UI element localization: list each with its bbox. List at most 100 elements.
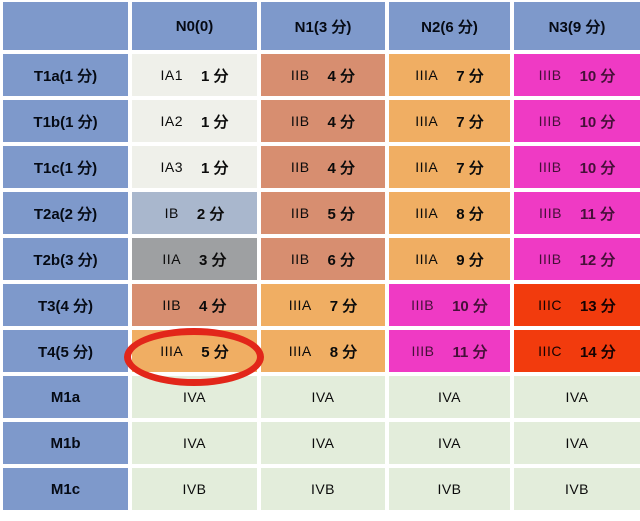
score-label: 5 分 <box>201 343 229 361</box>
cell-m1a-n3: IVA <box>514 376 640 418</box>
stage-label: IVA <box>437 389 462 405</box>
stage-label: IVA <box>437 435 462 451</box>
cell-t2b-n0: IIA 3 分 <box>132 238 257 280</box>
cell-m1c-n1: IVB <box>261 468 385 510</box>
stage-label: IIB <box>290 159 310 175</box>
score-label: 11 分 <box>579 205 616 223</box>
row-header-t4: T4(5 分) <box>3 330 128 372</box>
score-label: 10 分 <box>579 113 616 131</box>
score-label: 12 分 <box>579 251 616 269</box>
stage-label: IIIB <box>538 251 562 267</box>
score-label: 1 分 <box>201 67 229 85</box>
stage-label: IVA <box>182 389 207 405</box>
score-label: 13 分 <box>579 297 616 315</box>
cell-t3-n2: IIIB 10 分 <box>389 284 510 326</box>
score-label: 1 分 <box>201 159 229 177</box>
corner-cell <box>3 2 128 50</box>
cell-t1b-n3: IIIB 10 分 <box>514 100 640 142</box>
stage-label: IA2 <box>160 113 183 129</box>
cell-t1b-n0: IA2 1 分 <box>132 100 257 142</box>
score-label: 7 分 <box>456 113 484 131</box>
stage-label: IIA <box>162 251 182 267</box>
stage-label: IIIA <box>288 343 312 359</box>
row-header-t1c: T1c(1 分) <box>3 146 128 188</box>
stage-label: IIB <box>290 113 310 129</box>
score-label: 7 分 <box>329 297 358 315</box>
cell-m1c-n2: IVB <box>389 468 510 510</box>
score-label: 8 分 <box>456 205 484 223</box>
cell-t1c-n0: IA3 1 分 <box>132 146 257 188</box>
cell-t4-n3: IIIC 14 分 <box>514 330 640 372</box>
stage-label: IIB <box>162 297 182 313</box>
score-label: 11 分 <box>452 343 488 361</box>
cell-t2a-n0: IB 2 分 <box>132 192 257 234</box>
cell-t1a-n0: IA1 1 分 <box>132 54 257 96</box>
cell-m1c-n0: IVB <box>132 468 257 510</box>
cell-m1c-n3: IVB <box>514 468 640 510</box>
score-label: 8 分 <box>329 343 358 361</box>
cell-t1a-n3: IIIB 10 分 <box>514 54 640 96</box>
stage-label: IVB <box>310 481 336 497</box>
cell-m1a-n1: IVA <box>261 376 385 418</box>
cell-t1c-n1: IIB 4 分 <box>261 146 385 188</box>
row-header-t1a: T1a(1 分) <box>3 54 128 96</box>
cell-t2a-n1: IIB 5 分 <box>261 192 385 234</box>
stage-label: IVA <box>565 435 589 451</box>
stage-label: IIIB <box>538 205 562 221</box>
cell-t4-n0-highlighted: IIIA 5 分 <box>132 330 257 372</box>
cell-t2a-n3: IIIB 11 分 <box>514 192 640 234</box>
score-label: 10 分 <box>579 159 616 177</box>
stage-label: IIIA <box>288 297 312 313</box>
stage-label: IA1 <box>160 67 183 83</box>
score-label: 4 分 <box>327 159 356 177</box>
col-header-n1: N1(3 分) <box>261 2 385 50</box>
cell-t1a-n1: IIB 4 分 <box>261 54 385 96</box>
stage-label: IIB <box>290 67 310 83</box>
stage-label: IVA <box>182 435 207 451</box>
score-label: 5 分 <box>327 205 356 223</box>
score-label: 10 分 <box>452 297 488 315</box>
stage-label: IIIB <box>538 113 562 129</box>
stage-label: IVA <box>311 389 335 405</box>
score-label: 4 分 <box>327 67 356 85</box>
cell-m1a-n0: IVA <box>132 376 257 418</box>
cell-t1c-n2: IIIA 7 分 <box>389 146 510 188</box>
score-label: 14 分 <box>579 343 616 361</box>
score-label: 2 分 <box>196 205 225 223</box>
col-header-n3: N3(9 分) <box>514 2 640 50</box>
cell-t1b-n2: IIIA 7 分 <box>389 100 510 142</box>
row-header-t2b: T2b(3 分) <box>3 238 128 280</box>
cell-t1a-n2: IIIA 7 分 <box>389 54 510 96</box>
stage-label: IIIC <box>538 343 562 359</box>
score-label: 4 分 <box>327 113 356 131</box>
score-label: 1 分 <box>201 113 229 131</box>
score-label: 7 分 <box>456 67 484 85</box>
cell-t3-n0: IIB 4 分 <box>132 284 257 326</box>
cell-t2b-n2: IIIA 9 分 <box>389 238 510 280</box>
score-label: 4 分 <box>199 297 227 315</box>
stage-label: IIIA <box>415 113 439 129</box>
score-label: 10 分 <box>579 67 616 85</box>
stage-label: IIIC <box>538 297 562 313</box>
score-label: 9 分 <box>456 251 484 269</box>
cell-t3-n1: IIIA 7 分 <box>261 284 385 326</box>
cell-t4-n2: IIIB 11 分 <box>389 330 510 372</box>
stage-label: IIIB <box>538 67 562 83</box>
cell-t2a-n2: IIIA 8 分 <box>389 192 510 234</box>
stage-label: IIIA <box>415 251 439 267</box>
stage-label: IIIB <box>411 297 435 313</box>
cell-t1b-n1: IIB 4 分 <box>261 100 385 142</box>
row-header-m1c: M1c <box>3 468 128 510</box>
stage-label: IVB <box>182 481 207 497</box>
cell-t3-n3: IIIC 13 分 <box>514 284 640 326</box>
stage-label: IIIA <box>415 205 439 221</box>
cell-m1b-n2: IVA <box>389 422 510 464</box>
stage-label: IIB <box>290 205 310 221</box>
stage-label: IB <box>164 205 179 221</box>
score-label: 6 分 <box>327 251 356 269</box>
col-header-n0: N0(0) <box>132 2 257 50</box>
stage-label: IVA <box>311 435 335 451</box>
score-label: 3 分 <box>199 251 227 269</box>
row-header-m1b: M1b <box>3 422 128 464</box>
